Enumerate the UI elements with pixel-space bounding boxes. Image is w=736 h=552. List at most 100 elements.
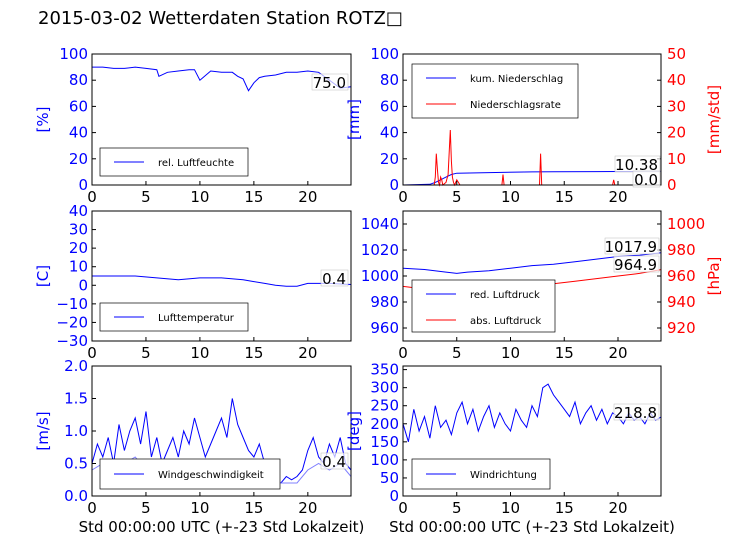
p4-ytick-label: 1000: [361, 267, 399, 285]
p6-xtick-label: 10: [501, 499, 520, 517]
p6-ytick-label: 0: [389, 487, 399, 505]
p6-annotation-box: [613, 403, 660, 421]
p2-ylabel-right: [mm/std]: [705, 85, 723, 154]
p4-ytick-right-label: 960: [667, 267, 696, 285]
p5-ytick-label: 1.0: [64, 422, 88, 440]
p3-ytick-label: 40: [69, 202, 88, 220]
p4-xtick-label: 15: [555, 344, 574, 362]
p3-legend-label: Lufttemperatur: [158, 313, 235, 324]
p2-series-0: [402, 170, 662, 186]
p1-ytick-label: 40: [69, 124, 88, 142]
p3-xtick-label: 15: [244, 344, 263, 362]
p6-ytick-label: 300: [370, 379, 399, 397]
p3-annotation: 0.4: [322, 270, 346, 288]
p1-frame: [91, 53, 352, 186]
p4-legend-label: red. Luftdruck: [470, 290, 540, 301]
p4-annotation-box: [604, 237, 660, 255]
p2-ytick-label: 100: [370, 45, 399, 63]
p3-ytick-label: 20: [69, 239, 88, 257]
p3-annotation-box: [320, 269, 349, 287]
p4-ytick-label: 960: [370, 319, 399, 337]
p3-ytick-label: 10: [69, 258, 88, 276]
p2-ytick-label: 80: [380, 71, 399, 89]
p6-xlabel: Std 00:00:00 UTC (+-23 Std Lokalzeit): [389, 518, 675, 536]
p2-ylabel: [mm]: [345, 99, 363, 140]
p6-ytick-label: 250: [370, 397, 399, 415]
p1-ytick-label: 0: [78, 176, 88, 194]
p2-xtick-label: 0: [398, 188, 408, 206]
p2-ytick-label: 0: [389, 176, 399, 194]
p3-ytick-label: −10: [56, 295, 88, 313]
p5-xtick-label: 10: [190, 499, 209, 517]
p1-ytick-label: 100: [59, 45, 88, 63]
p2-xtick-label: 10: [501, 188, 520, 206]
p2-annotation: 0.0: [634, 171, 658, 189]
p6-legend-label: Windrichtung: [470, 470, 537, 481]
p6-frame: [402, 365, 662, 497]
p2-ytick-right-label: 50: [667, 45, 686, 63]
p5-xtick-label: 0: [87, 499, 97, 517]
p6-ylabel: [deg]: [345, 411, 363, 451]
p1-series-0: [92, 66, 352, 92]
p3-xtick-label: 0: [87, 344, 97, 362]
p2-ytick-right-label: 30: [667, 97, 686, 115]
p6-xtick-label: 5: [452, 499, 462, 517]
p2-annotation: 10.38: [615, 156, 658, 174]
p1-xtick-label: 10: [190, 188, 209, 206]
p3-ytick-label: 30: [69, 221, 88, 239]
p3-xtick-label: 5: [141, 344, 151, 362]
p4-ytick-right-label: 920: [667, 319, 696, 337]
p5-ytick-label: 0.0: [64, 487, 88, 505]
p5-legend-label: Windgeschwindigkeit: [158, 470, 264, 481]
p6-xtick-label: 15: [555, 499, 574, 517]
p5-xtick-label: 15: [244, 499, 263, 517]
p6-annotation: 218.8: [614, 404, 657, 422]
p2-ytick-label: 60: [380, 97, 399, 115]
p5-ytick-label: 0.5: [64, 455, 88, 473]
p2-xtick-label: 15: [555, 188, 574, 206]
p4-annotation: 1017.9: [605, 238, 658, 256]
p6-ytick-label: 100: [370, 451, 399, 469]
p1-ytick-label: 60: [69, 97, 88, 115]
p4-xtick-label: 5: [452, 344, 462, 362]
p4-xtick-label: 10: [501, 344, 520, 362]
p4-legend-box: [411, 279, 556, 333]
p2-annotation-box: [632, 170, 661, 188]
p4-ytick-label: 980: [370, 293, 399, 311]
p6-ytick-label: 200: [370, 415, 399, 433]
p4-ytick-label: 1040: [361, 215, 399, 233]
p5-series-0: [91, 398, 352, 484]
p5-annotation-box: [320, 452, 349, 470]
p5-xlabel: Std 00:00:00 UTC (+-23 Std Lokalzeit): [79, 518, 365, 536]
p4-legend-label: abs. Luftdruck: [470, 316, 541, 327]
p4-annotation-box: [613, 255, 660, 273]
p3-ytick-label: −30: [56, 332, 88, 350]
p1-annotation-box: [311, 73, 349, 91]
p3-frame: [91, 210, 352, 342]
p1-ytick-label: 20: [69, 150, 88, 168]
p1-ylabel: [%]: [34, 107, 52, 133]
p4-ytick-right-label: 980: [667, 241, 696, 259]
p1-xtick-label: 0: [87, 188, 97, 206]
chart-title: 2015-03-02 Wetterdaten Station ROTZ□: [38, 8, 403, 29]
p5-ylabel: [m/s]: [34, 411, 52, 450]
p2-frame: [402, 53, 662, 186]
p2-legend-label: Niederschlagsrate: [470, 100, 561, 111]
p2-legend-box: [411, 63, 579, 119]
p3-ytick-label: −20: [56, 313, 88, 331]
p3-series-0: [92, 275, 352, 287]
p3-ylabel: [C]: [34, 265, 52, 287]
p4-ytick-label: 1020: [361, 241, 399, 259]
p4-ytick-right-label: 940: [667, 293, 696, 311]
p4-ytick-right-label: 1000: [667, 215, 705, 233]
p4-xtick-label: 20: [608, 344, 627, 362]
p2-ytick-right-label: 10: [667, 150, 686, 168]
p2-ytick-right-label: 20: [667, 124, 686, 142]
p2-ytick-right-label: 40: [667, 71, 686, 89]
p5-xtick-label: 5: [141, 499, 151, 517]
p4-xtick-label: 0: [398, 344, 408, 362]
p4-ylabel-right: [hPa]: [705, 257, 723, 296]
p1-xtick-label: 20: [298, 188, 317, 206]
p3-xtick-label: 20: [298, 344, 317, 362]
